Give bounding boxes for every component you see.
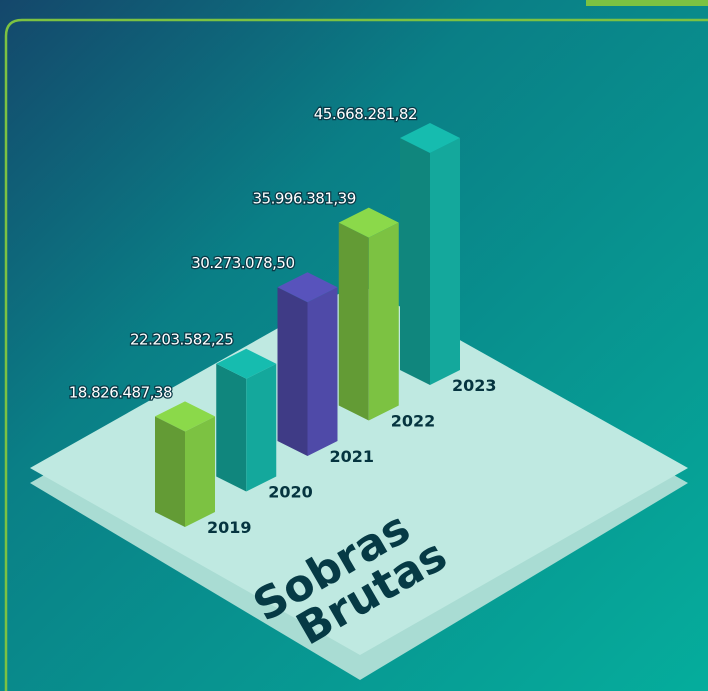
value-label: 18.826.487,38 xyxy=(69,383,172,401)
value-label: 35.996.381,39 xyxy=(253,190,356,208)
bar-top-face xyxy=(277,272,338,303)
bar xyxy=(338,207,399,421)
bar xyxy=(277,272,338,456)
category-label: 2019 xyxy=(207,518,252,537)
bar-top-face xyxy=(216,348,277,379)
bar xyxy=(155,401,215,527)
bar-right-face xyxy=(430,138,460,385)
bar-left-face xyxy=(216,363,247,492)
bar-top-face xyxy=(155,401,215,432)
bars: 18.826.487,38 2019 22.203.582,25 2020 30.273… xyxy=(68,104,497,537)
category-label: 2022 xyxy=(391,412,436,431)
bar xyxy=(216,348,277,492)
category-label: 2020 xyxy=(268,483,313,502)
bar-right-face xyxy=(307,287,338,456)
value-label: 30.273.078,50 xyxy=(191,254,294,272)
bar-right-face xyxy=(368,222,399,421)
bar-right-face xyxy=(185,416,215,527)
platform xyxy=(30,283,688,655)
category-label: 2021 xyxy=(330,447,375,466)
value-label: 45.668.281,82 xyxy=(314,105,417,123)
bar-left-face xyxy=(155,416,185,527)
category-label: 2023 xyxy=(452,376,497,395)
tab xyxy=(586,0,708,6)
value-label: 22.203.582,25 xyxy=(130,331,233,349)
frame xyxy=(4,18,708,691)
bar xyxy=(400,123,460,385)
bar-right-face xyxy=(246,363,277,492)
bar-left-face xyxy=(277,287,308,456)
bar-top-face xyxy=(400,123,460,153)
bar-top-face xyxy=(338,207,399,238)
bar-left-face xyxy=(338,222,369,421)
bar-left-face xyxy=(400,138,430,385)
